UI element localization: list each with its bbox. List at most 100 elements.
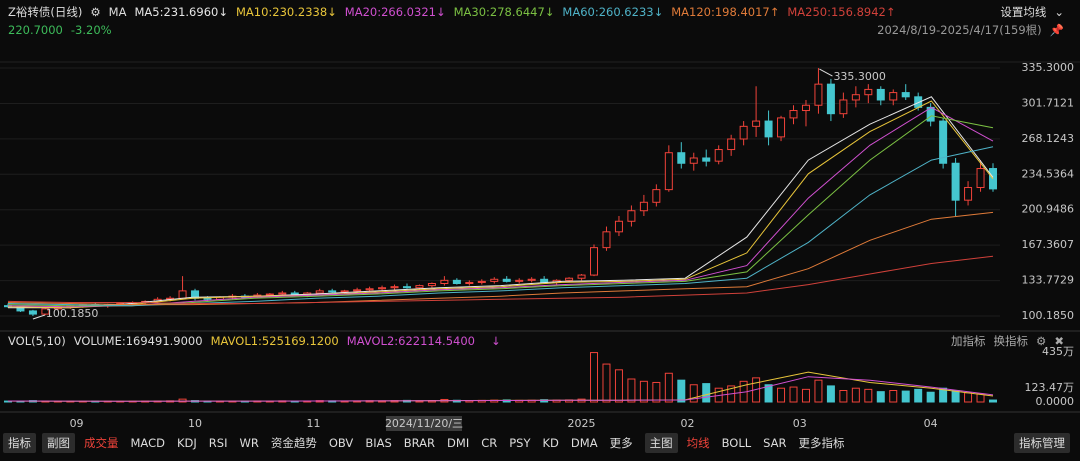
candle-body — [427, 283, 436, 287]
candle-body — [951, 162, 960, 201]
cursor-date: 2024/11/20/三 — [385, 417, 463, 430]
indicator-tab[interactable]: 均线 — [686, 436, 710, 450]
chevron[interactable]: ⌄ — [1054, 5, 1064, 19]
toolbar-button[interactable]: 主图 — [644, 433, 678, 453]
candle-body — [278, 292, 287, 295]
title: Z裕转债(日线) — [8, 5, 83, 19]
y-tick-label: 167.3607 — [1022, 238, 1075, 251]
volume-bar — [851, 387, 860, 403]
candle-body — [976, 168, 985, 189]
candle-body — [814, 83, 823, 106]
indicator-tab[interactable]: OBV — [328, 436, 354, 450]
indicator-tab[interactable]: BOLL — [721, 436, 752, 450]
volume-bar — [677, 379, 686, 403]
candle-body — [714, 149, 723, 162]
candle-body — [477, 280, 486, 283]
candle-body — [727, 138, 736, 151]
volume-bar — [627, 378, 636, 403]
x-tick-label: 03 — [793, 417, 807, 430]
annotation-arrow — [819, 68, 833, 77]
vol-name: VOL(5,10) — [8, 334, 66, 348]
gear[interactable]: ⚙ — [1036, 334, 1047, 348]
candle-body — [515, 279, 524, 282]
candle-body — [777, 117, 786, 138]
settings-icon[interactable]: ⚙ — [90, 5, 101, 19]
annotation: 100.1850 — [46, 307, 98, 320]
volume-bar — [876, 391, 885, 403]
candle-body — [839, 99, 848, 115]
volume-header: VOL(5,10) VOLUME:169491.9000 MAVOL1:5251… — [8, 333, 1072, 349]
volume-bar — [777, 387, 786, 403]
toolbar-button[interactable]: 指标管理 — [1014, 433, 1070, 453]
legend-entry: MA30:278.6447↓ — [453, 5, 555, 19]
indicator-tab[interactable]: SAR — [763, 436, 787, 450]
ma-button[interactable]: MA — [108, 5, 127, 19]
pin[interactable]: 📌 — [1049, 23, 1064, 37]
volume-bar — [826, 385, 835, 403]
y-tick-label: 301.7121 — [1022, 96, 1075, 109]
candle-body — [178, 290, 187, 299]
indicator-tab[interactable]: DMA — [570, 436, 598, 450]
x-tick-label: 02 — [681, 417, 695, 430]
indicator-tab[interactable]: 更多 — [609, 436, 633, 450]
indicator-tab[interactable]: MACD — [130, 436, 165, 450]
legend-entry: MA10:230.2338↓ — [235, 5, 337, 19]
indicator-tab[interactable]: PSY — [509, 436, 531, 450]
candle-body — [328, 290, 337, 293]
settings-button[interactable]: 设置均线 — [1000, 5, 1047, 19]
y-tick-label: 268.1243 — [1022, 132, 1075, 145]
indicator-tab[interactable]: RSI — [208, 436, 228, 450]
candle-body — [801, 104, 810, 112]
y-tick-label: 234.5364 — [1022, 167, 1075, 180]
candle-body — [689, 157, 698, 164]
indicator-tab[interactable]: DMI — [447, 436, 470, 450]
candle-body — [789, 110, 798, 119]
indicator-tab[interactable]: 更多指标 — [798, 436, 845, 450]
candle-body — [764, 120, 773, 138]
indicator-tab[interactable]: WR — [239, 436, 259, 450]
volume-bar — [801, 388, 810, 403]
candle-body — [390, 286, 399, 289]
last-price: 220.7000 — [8, 23, 63, 37]
legend-entry: MA60:260.6233↓ — [562, 5, 664, 19]
volume-bar — [614, 369, 623, 403]
candle-body — [939, 120, 948, 164]
indicator-tab[interactable]: KDJ — [176, 436, 197, 450]
candle-body — [639, 201, 648, 212]
indicator-tab[interactable]: BIAS — [365, 436, 392, 450]
y-tick-label: 0.0000 — [1036, 395, 1075, 408]
vol-legend: MAVOL1:525169.1200 MAVOL2:622114.5400 — [211, 334, 483, 348]
annotation: 335.3000 — [833, 70, 886, 83]
indicator-tab[interactable]: 成交量 — [84, 436, 119, 450]
date-range: 2024/8/19-2025/4/17(159根) — [877, 23, 1042, 37]
ma-line — [7, 106, 994, 308]
candle-body — [415, 285, 424, 289]
indicator-tab[interactable]: CR — [481, 436, 498, 450]
switch-indicator[interactable]: 换指标 — [993, 334, 1029, 348]
ma-line — [7, 146, 994, 307]
add-indicator[interactable]: 加指标 — [951, 334, 986, 348]
volume-bar — [889, 390, 898, 403]
volume-bar — [590, 352, 599, 403]
candle-body — [876, 88, 885, 101]
annotation-arrow — [32, 314, 46, 320]
volume-bar — [901, 390, 910, 403]
x-tick-label: 04 — [924, 417, 938, 430]
candle-body — [465, 281, 474, 285]
candle-body — [677, 152, 686, 164]
y-tick-label: 123.47万 — [1025, 381, 1075, 394]
toolbar-button[interactable]: 指标 — [3, 433, 36, 453]
toolbar-button[interactable]: 副图 — [42, 433, 75, 453]
candle-body — [889, 92, 898, 101]
indicator-tab[interactable]: 资金趋势 — [270, 436, 317, 450]
candle-body — [702, 157, 711, 162]
close[interactable]: ✖ — [1054, 334, 1064, 348]
y-tick-label: 133.7729 — [1022, 274, 1075, 287]
y-tick-label: 100.1850 — [1022, 309, 1075, 322]
candle-body — [502, 278, 511, 282]
legend-entry: MA120:198.4017↑ — [671, 5, 780, 19]
candle-body — [627, 210, 636, 222]
indicator-tab[interactable]: BRAR — [403, 436, 436, 450]
indicator-tab[interactable]: KD — [542, 436, 559, 450]
